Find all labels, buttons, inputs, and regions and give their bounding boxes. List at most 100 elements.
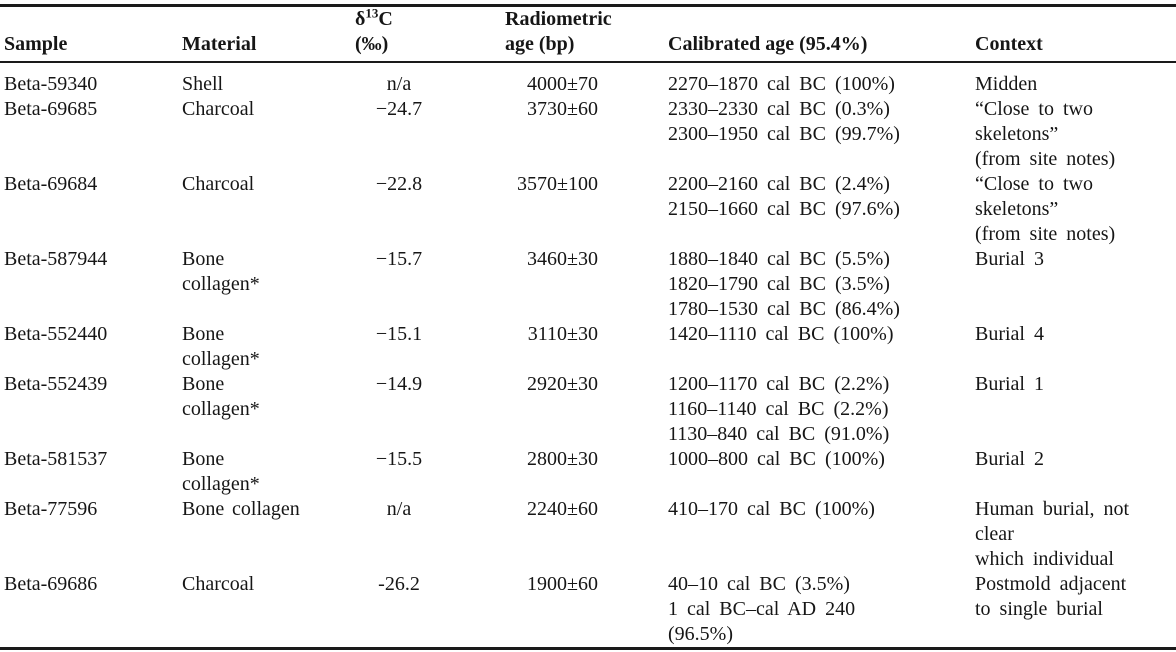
column-header-calibrated-age: Calibrated age (95.4%) — [598, 7, 975, 57]
radiometric-age-cell: 4000±70 — [443, 72, 598, 97]
calibrated-age-cell-line: 2270–1870 cal BC (100%) — [668, 73, 895, 95]
material-cell-line: collagen* — [182, 273, 260, 295]
table-header-row: Sample Material δ13C (‰) Radiometric age… — [0, 5, 1176, 61]
calibrated-age-cell: 2200–2160 cal BC (2.4%) 2150–1660 cal BC … — [598, 172, 975, 222]
radiometric-age-cell-line: 2920±30 — [527, 373, 598, 395]
radiometric-age-cell: 2920±30 — [443, 372, 598, 397]
context-cell-line: to single burial — [975, 598, 1103, 620]
material-cell-line: collagen* — [182, 348, 260, 370]
material-cell: Bone collagen — [182, 497, 355, 522]
material-cell-line: Charcoal — [182, 173, 255, 195]
radiometric-age-cell-line: 3570±100 — [517, 173, 598, 195]
d13c-cell: −14.9 — [355, 372, 443, 397]
context-cell-line: clear — [975, 523, 1014, 545]
material-cell-line: collagen* — [182, 473, 260, 495]
context-cell-line: “Close to two — [975, 173, 1093, 195]
context-cell: Burial 2 — [975, 447, 1176, 472]
calibrated-age-cell-line: 1 cal BC–cal AD 240 — [668, 598, 856, 620]
context-cell-line: skeletons” — [975, 198, 1059, 220]
material-cell-line: Bone collagen — [182, 498, 300, 520]
radiometric-age-cell-line: 3730±60 — [527, 98, 598, 120]
radiometric-age-cell-line: 1900±60 — [527, 573, 598, 595]
header-spacer-line — [668, 7, 975, 32]
context-cell-line: skeletons” — [975, 123, 1059, 145]
radiometric-age-cell-line: 3110±30 — [527, 323, 598, 345]
d13c-cell: −15.7 — [355, 247, 443, 272]
calibrated-age-cell: 1880–1840 cal BC (5.5%) 1820–1790 cal BC … — [598, 247, 975, 322]
d13c-cell-line: n/a — [386, 73, 412, 95]
d13c-cell-line: −14.9 — [375, 373, 423, 395]
d13c-cell: −24.7 — [355, 97, 443, 122]
isotope-superscript: 13 — [365, 5, 379, 21]
sample-cell: Beta-69685 — [0, 97, 182, 122]
material-cell-line: Shell — [182, 73, 224, 95]
calibrated-age-cell-line: 40–10 cal BC (3.5%) — [668, 573, 850, 595]
calibrated-age-cell-line: 2330–2330 cal BC (0.3%) — [668, 98, 890, 120]
column-header-context: Context — [975, 7, 1176, 57]
material-cell: Charcoal — [182, 97, 355, 122]
material-cell: Shell — [182, 72, 355, 97]
calibrated-age-cell: 2270–1870 cal BC (100%) — [598, 72, 975, 97]
sample-cell-line: Beta-77596 — [4, 498, 98, 520]
context-cell-line: Midden — [975, 73, 1038, 95]
column-header-material-label: Material — [182, 33, 257, 55]
table-row: Beta-69686 Charcoal -26.2 1900±60 40–10 cal … — [0, 572, 1176, 647]
sample-cell-line: Beta-581537 — [4, 448, 108, 470]
radiometric-age-cell-line: 4000±70 — [527, 73, 598, 95]
header-spacer-line — [4, 7, 182, 32]
calibrated-age-cell-line: 2300–1950 cal BC (99.7%) — [668, 123, 900, 145]
delta-glyph: δ — [355, 8, 366, 30]
calibrated-age-cell-line: 2200–2160 cal BC (2.4%) — [668, 173, 890, 195]
radiometric-age-cell: 3460±30 — [443, 247, 598, 272]
context-cell-line: Burial 2 — [975, 448, 1044, 470]
material-cell-line: Bone — [182, 248, 225, 270]
radiometric-age-cell: 2800±30 — [443, 447, 598, 472]
sample-cell-line: Beta-69686 — [4, 573, 98, 595]
sample-cell: Beta-552439 — [0, 372, 182, 397]
material-cell-line: Bone — [182, 323, 225, 345]
d13c-cell-line: −24.7 — [375, 98, 423, 120]
material-cell: Bone collagen* — [182, 247, 355, 297]
calibrated-age-cell: 2330–2330 cal BC (0.3%) 2300–1950 cal BC … — [598, 97, 975, 147]
material-cell: Bone collagen* — [182, 372, 355, 422]
context-cell: Burial 4 — [975, 322, 1176, 347]
column-header-d13c: δ13C (‰) — [355, 5, 443, 57]
sample-cell-line: Beta-552440 — [4, 323, 108, 345]
calibrated-age-cell-line: 1160–1140 cal BC (2.2%) — [668, 398, 889, 420]
calibrated-age-cell-line: 2150–1660 cal BC (97.6%) — [668, 198, 900, 220]
column-header-radiometric-line2: age (bp) — [505, 33, 575, 55]
material-cell-line: Bone — [182, 448, 225, 470]
context-cell-line: (from site notes) — [975, 148, 1116, 170]
material-cell-line: Charcoal — [182, 573, 255, 595]
d13c-cell-line: -26.2 — [378, 573, 420, 595]
calibrated-age-cell-line: 1420–1110 cal BC (100%) — [668, 323, 894, 345]
header-spacer-line — [975, 7, 1176, 32]
table-row: Beta-552439 Bone collagen* −14.9 2920±30 1200… — [0, 372, 1176, 447]
header-spacer-line — [182, 7, 355, 32]
material-cell: Charcoal — [182, 172, 355, 197]
table-row: Beta-69684 Charcoal −22.8 3570±100 2200–2160… — [0, 172, 1176, 247]
material-cell: Bone collagen* — [182, 322, 355, 372]
d13c-cell: -26.2 — [355, 572, 443, 597]
material-cell: Bone collagen* — [182, 447, 355, 497]
context-cell: Midden — [975, 72, 1176, 97]
d13c-cell: −15.5 — [355, 447, 443, 472]
d13c-cell: −15.1 — [355, 322, 443, 347]
calibrated-age-cell-line: 1880–1840 cal BC (5.5%) — [668, 248, 890, 270]
calibrated-age-cell: 1000–800 cal BC (100%) — [598, 447, 975, 472]
d13c-cell: n/a — [355, 72, 443, 97]
table-row: Beta-59340 Shell n/a 4000±70 2270–1870 cal B… — [0, 72, 1176, 97]
sample-cell: Beta-69686 — [0, 572, 182, 597]
sample-cell-line: Beta-69685 — [4, 98, 98, 120]
sample-cell-line: Beta-69684 — [4, 173, 98, 195]
table-row: Beta-77596 Bone collagen n/a 2240±60 410–170… — [0, 497, 1176, 572]
material-cell-line: collagen* — [182, 398, 260, 420]
context-cell: Burial 3 — [975, 247, 1176, 272]
calibrated-age-cell-line: (96.5%) — [668, 623, 733, 645]
calibrated-age-cell-line: 1780–1530 cal BC (86.4%) — [668, 298, 900, 320]
column-header-material: Material — [182, 7, 355, 57]
sample-cell-line: Beta-587944 — [4, 248, 108, 270]
radiometric-age-cell: 2240±60 — [443, 497, 598, 522]
radiometric-age-cell-line: 3460±30 — [527, 248, 598, 270]
